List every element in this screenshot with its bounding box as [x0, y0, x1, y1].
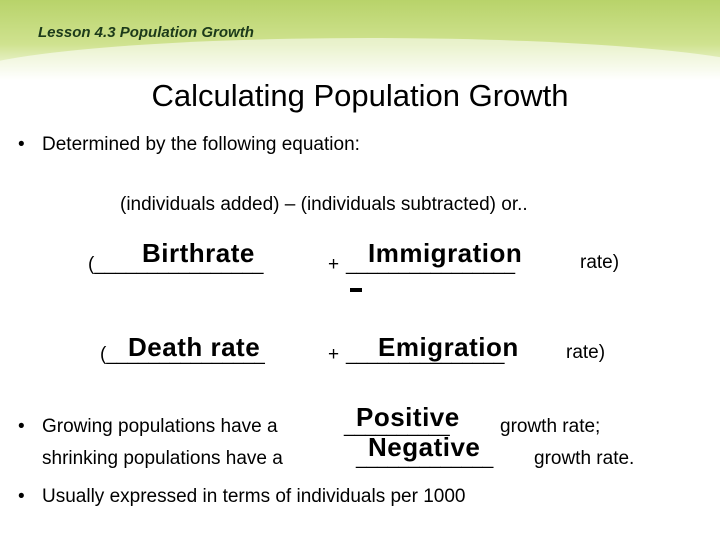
bullet-dot: •	[18, 416, 25, 437]
bullet-dot: •	[18, 486, 25, 507]
shrinking-pre: shrinking populations have a	[42, 448, 283, 469]
header-banner	[0, 0, 720, 80]
row1-open-blank: (________________	[88, 254, 264, 275]
growing-post: growth rate;	[500, 416, 601, 437]
shrinking-post: growth rate.	[534, 448, 635, 469]
shrinking-blank: _____________	[356, 448, 494, 469]
row1-close: rate)	[580, 252, 620, 273]
row2-plus: +	[328, 344, 340, 365]
bullet-equation-intro: • Determined by the following equation:	[18, 134, 360, 156]
lesson-label: Lesson 4.3 Population Growth	[38, 24, 254, 41]
answer-positive: Positive	[356, 402, 460, 432]
slide-title: Calculating Population Growth	[151, 78, 569, 113]
minus-sign	[350, 288, 362, 292]
row2-open-blank: (_______________	[100, 344, 265, 365]
row1-plus: +	[328, 254, 340, 275]
bullet-per-1000: • Usually expressed in terms of individua…	[18, 486, 466, 508]
answer-emigration: Emigration	[378, 332, 519, 362]
row2-blank: _______________	[346, 344, 505, 365]
bullet-text: Determined by the following equation:	[42, 134, 360, 155]
answer-birthrate: Birthrate	[142, 238, 255, 268]
row1-blank: ________________	[346, 254, 516, 275]
answer-negative: Negative	[368, 432, 481, 462]
bullet-text: Usually expressed in terms of individual…	[42, 486, 466, 507]
row2-close: rate)	[566, 342, 606, 363]
growing-pre: Growing populations have a	[42, 416, 278, 437]
bullet-growing: • Growing populations have a	[18, 416, 278, 438]
growing-blank: __________	[344, 416, 450, 437]
banner-swoosh	[0, 38, 720, 80]
equation-words: (individuals added) – (individuals subtr…	[120, 194, 528, 215]
answer-immigration: Immigration	[368, 238, 523, 268]
bullet-dot: •	[18, 134, 25, 155]
answer-death-rate: Death rate	[128, 332, 261, 362]
